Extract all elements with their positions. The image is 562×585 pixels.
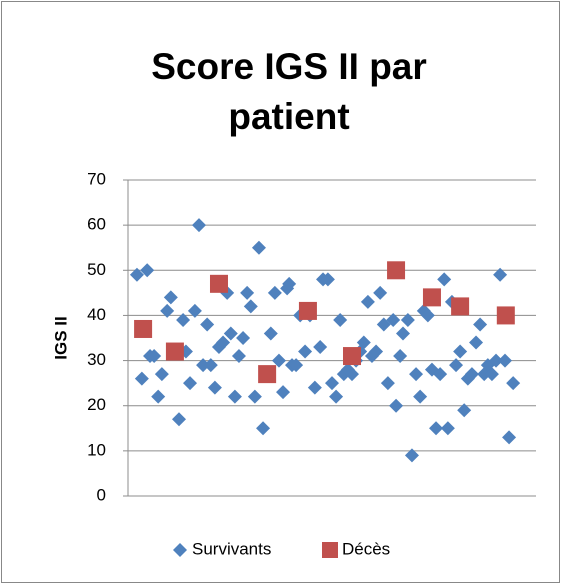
point <box>506 376 521 391</box>
y-tick-label: 30 <box>87 350 106 369</box>
point <box>493 267 508 282</box>
point <box>313 340 328 355</box>
point <box>497 353 512 368</box>
point <box>451 297 470 316</box>
point <box>240 285 255 300</box>
point <box>134 371 149 386</box>
legend-label: Survivants <box>192 539 271 558</box>
y-tick-label: 40 <box>87 305 106 324</box>
point <box>216 335 231 350</box>
point <box>271 353 286 368</box>
point <box>395 326 410 341</box>
point <box>422 288 441 307</box>
legend-label: Décès <box>342 539 390 558</box>
point <box>200 317 215 332</box>
point <box>380 376 395 391</box>
point <box>227 389 242 404</box>
point <box>453 344 468 359</box>
point <box>223 326 238 341</box>
point <box>387 261 406 280</box>
point <box>172 412 186 427</box>
point <box>400 312 415 327</box>
point <box>413 389 428 404</box>
point <box>437 272 452 287</box>
point <box>256 421 271 436</box>
point <box>236 331 251 345</box>
point <box>440 421 455 436</box>
y-tick-label: 20 <box>87 395 106 414</box>
point <box>251 240 266 255</box>
point <box>267 285 282 300</box>
point <box>393 349 408 364</box>
point <box>404 448 419 463</box>
point <box>129 267 144 282</box>
point <box>140 263 155 278</box>
point <box>344 367 359 382</box>
point <box>325 376 339 391</box>
point <box>457 403 472 418</box>
point <box>320 272 335 287</box>
point <box>389 398 404 413</box>
point <box>449 358 464 373</box>
point <box>176 312 191 327</box>
point <box>469 335 484 350</box>
point <box>307 380 322 395</box>
point <box>289 358 304 373</box>
point <box>154 367 169 382</box>
y-tick-label: 10 <box>87 440 106 459</box>
point <box>429 421 444 436</box>
point <box>473 317 488 332</box>
point <box>151 389 166 404</box>
y-tick-label: 60 <box>87 215 106 234</box>
point <box>373 285 388 300</box>
point <box>356 335 371 350</box>
point <box>433 367 448 382</box>
point <box>134 319 153 338</box>
y-axis-label: IGS II <box>51 316 70 359</box>
point <box>160 303 175 318</box>
point <box>386 312 401 327</box>
point <box>298 344 313 359</box>
point <box>409 367 424 382</box>
point <box>489 353 504 368</box>
point <box>276 385 291 400</box>
point <box>196 358 211 373</box>
point <box>147 349 162 364</box>
point <box>329 389 344 404</box>
point <box>333 312 348 327</box>
point <box>191 218 206 233</box>
point <box>420 308 435 323</box>
point <box>209 274 228 293</box>
point <box>231 349 246 364</box>
point <box>163 290 178 305</box>
point <box>342 347 361 366</box>
point <box>247 389 262 404</box>
point <box>243 299 258 314</box>
y-tick-label: 70 <box>87 169 106 188</box>
point <box>207 380 222 395</box>
point <box>258 365 277 384</box>
point <box>187 303 202 318</box>
point <box>369 344 384 359</box>
point <box>360 294 375 309</box>
point <box>484 367 499 382</box>
legend-marker <box>322 542 338 558</box>
point <box>496 306 515 325</box>
point <box>282 276 297 291</box>
point <box>203 358 218 373</box>
point <box>464 367 479 382</box>
point <box>263 326 278 341</box>
legend-marker <box>173 543 187 557</box>
point <box>183 376 198 391</box>
y-tick-label: 50 <box>87 260 106 279</box>
y-tick-label: 0 <box>97 485 106 504</box>
point <box>298 301 317 320</box>
point <box>165 342 184 361</box>
point <box>502 430 517 445</box>
chart-title: Score IGS II par patient <box>151 46 427 137</box>
